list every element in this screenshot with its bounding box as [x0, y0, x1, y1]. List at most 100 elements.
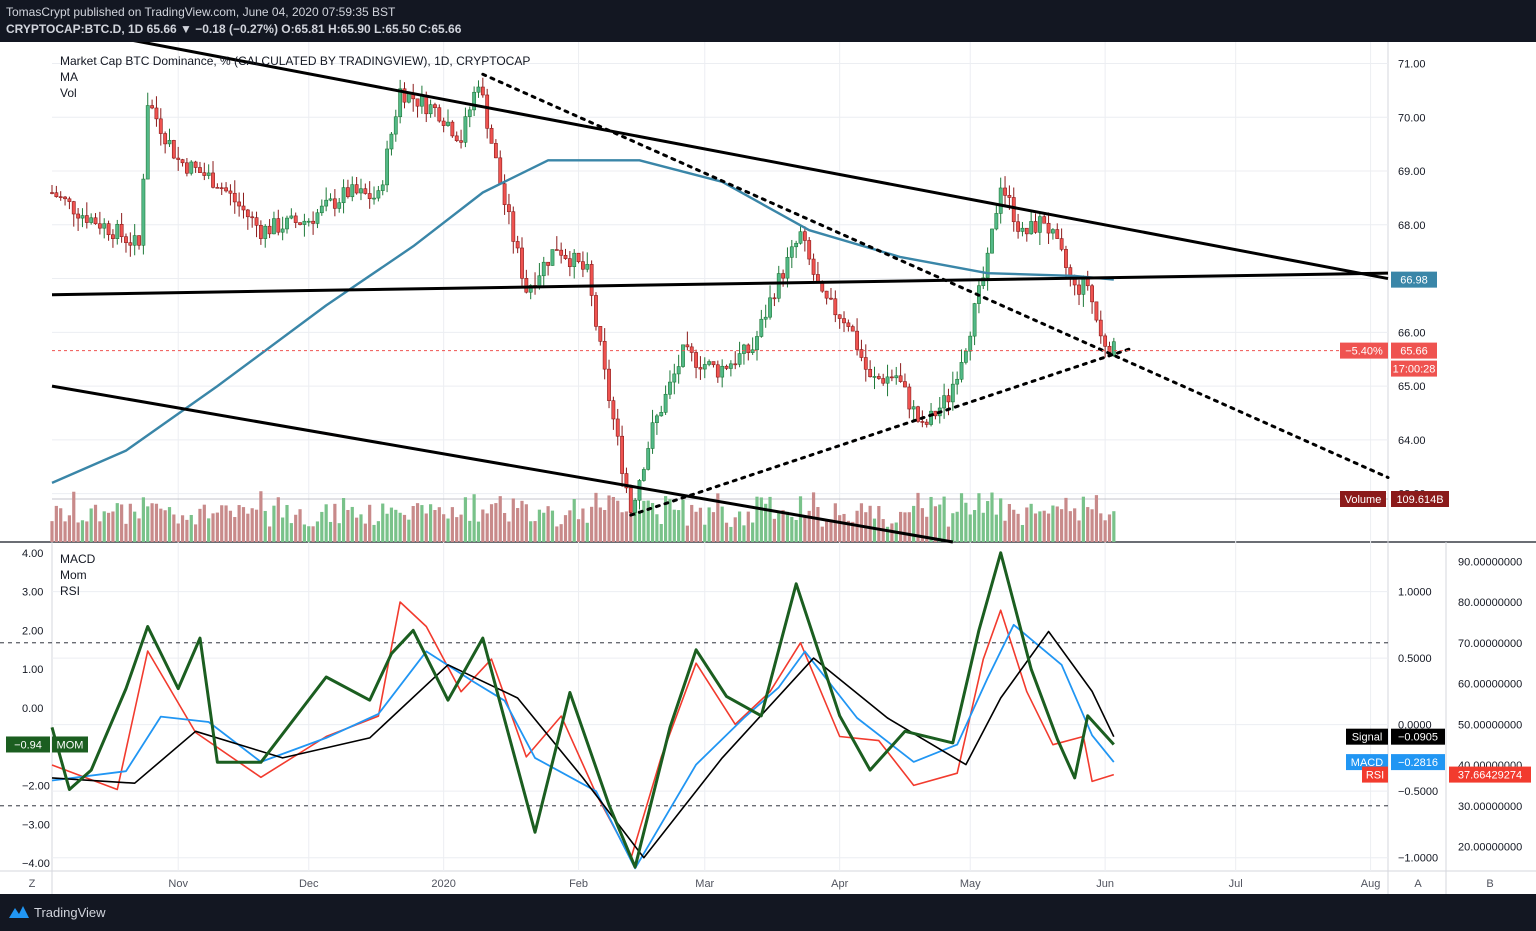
macd-value-tag-bg [1391, 754, 1445, 771]
time-tick-label: Dec [299, 878, 319, 890]
candle-body [589, 264, 594, 296]
volume-bar [629, 511, 633, 542]
candle-body [1103, 335, 1108, 347]
volume-bar [415, 503, 420, 542]
volume-bar [233, 517, 237, 542]
candle-body [846, 322, 851, 327]
candle-body [258, 224, 263, 239]
chart-area[interactable]: NovDec2020FebMarAprMayJunJulAugZAB63.006… [0, 42, 1536, 894]
volume-bar [772, 518, 776, 542]
volume-bar [529, 521, 533, 542]
volume-bar [59, 508, 63, 542]
candle-body [515, 241, 520, 249]
candle-body [537, 275, 542, 287]
volume-bar [172, 514, 176, 542]
candle-body [389, 133, 394, 150]
price-tick-label: 66.00 [1398, 327, 1426, 339]
volume-bar [1099, 513, 1103, 542]
volume-bar [163, 510, 167, 542]
volume-bar [1046, 513, 1051, 542]
time-tick-label: 2020 [431, 878, 455, 890]
volume-bar [1029, 503, 1033, 542]
candle-body [189, 161, 194, 174]
volume-bar [511, 498, 515, 542]
volume-bar [733, 517, 737, 542]
candle-body [520, 247, 524, 279]
volume-bar [907, 512, 911, 542]
candle-body [237, 201, 242, 207]
candle-body [276, 218, 281, 233]
candle-body [350, 184, 355, 198]
volume-bar [868, 505, 872, 542]
candle-body [206, 172, 211, 176]
candle-body [437, 107, 442, 122]
candle-body [124, 236, 128, 243]
rsi-axis-label: 80.00000000 [1458, 597, 1522, 609]
volume-bar [703, 524, 707, 542]
macd-axis-label: −1.0000 [1398, 853, 1438, 865]
indicator-lines [50, 551, 1115, 870]
chart-svg[interactable]: NovDec2020FebMarAprMayJunJulAugZAB63.006… [0, 42, 1536, 894]
volume-bar [1081, 496, 1085, 542]
candle-body [171, 140, 176, 159]
volume-bar [489, 504, 494, 542]
volume-bar [672, 509, 676, 542]
volume-bar [437, 507, 441, 542]
candle-body [354, 184, 359, 194]
candle-body [228, 190, 233, 194]
volume-bar [263, 510, 267, 542]
candle-body [911, 406, 916, 410]
candle-body [341, 187, 346, 204]
volume-bar [228, 510, 233, 542]
candle-body [254, 217, 259, 226]
volume-bar [986, 501, 990, 542]
volume-bar [1112, 511, 1116, 542]
volume-bar [359, 514, 363, 542]
candle-body [337, 202, 342, 209]
macd-line [51, 623, 1115, 870]
candle-body [398, 88, 403, 118]
symbol-line: CRYPTOCAP:BTC.D, 1D 65.66 ▼ −0.18 (−0.27… [6, 22, 462, 36]
volume-bar [624, 511, 629, 542]
candle-body [328, 198, 333, 201]
volume-bar [563, 515, 568, 542]
volume-bar [50, 521, 54, 542]
volume-bar [450, 507, 454, 542]
candle-body [119, 223, 124, 237]
rsi-axis-label: 20.00000000 [1458, 842, 1522, 854]
volume-bar [63, 521, 67, 542]
candle-body [572, 252, 577, 267]
volume-bar [333, 503, 337, 542]
candle-body [80, 215, 85, 219]
volume-bar [498, 496, 502, 542]
volume-bar [159, 508, 163, 542]
candle-body [102, 223, 107, 229]
candle-body [802, 231, 807, 241]
candle-body [563, 254, 568, 259]
volume-bar [76, 522, 80, 542]
candle-body [524, 278, 529, 293]
candle-body [942, 395, 947, 409]
trendlines [51, 42, 1390, 544]
candle-body [502, 183, 507, 205]
volume-bar [955, 511, 959, 542]
candle-body [689, 346, 694, 353]
volume-bar [128, 503, 132, 542]
rsi-name-tag: RSI [1366, 770, 1384, 782]
candle-body [424, 95, 429, 115]
candle-body [54, 192, 59, 197]
volume-bar [189, 514, 193, 542]
candle-body [311, 220, 316, 224]
candle-body [863, 357, 868, 370]
volume-bar [67, 515, 72, 542]
volume-bar [542, 512, 546, 542]
candle-body [907, 386, 912, 410]
candle-body [467, 109, 472, 117]
candle-body [829, 297, 833, 300]
volume-bar [502, 512, 507, 542]
candle-body [811, 258, 816, 275]
candle-body [998, 187, 1003, 214]
candle-body [1081, 277, 1086, 295]
volume-bar [759, 497, 763, 542]
candle-body [285, 217, 289, 230]
